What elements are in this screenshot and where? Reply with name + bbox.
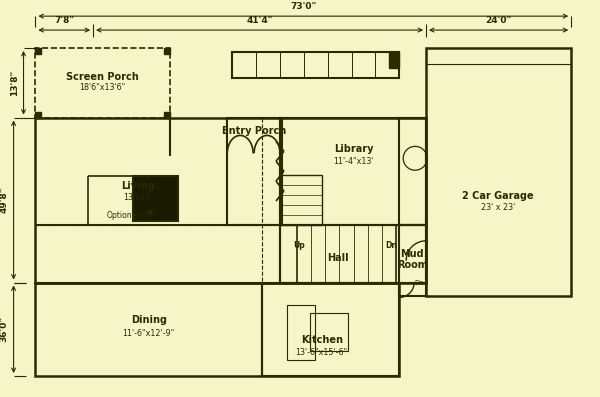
Bar: [227, 118, 282, 225]
Bar: [133, 176, 178, 221]
Bar: [164, 48, 170, 54]
Text: 18'6"x13'6": 18'6"x13'6": [79, 83, 125, 92]
Text: 73'0": 73'0": [290, 2, 316, 11]
Text: 7'8": 7'8": [54, 16, 74, 25]
Text: Entry Porch: Entry Porch: [222, 127, 286, 137]
Bar: [164, 112, 170, 118]
Bar: [280, 118, 426, 225]
Bar: [399, 225, 426, 297]
Bar: [399, 118, 426, 225]
Bar: [280, 175, 322, 225]
Bar: [35, 112, 41, 118]
Text: Up: Up: [293, 241, 305, 250]
Text: Dining: Dining: [131, 315, 167, 325]
Bar: [310, 313, 347, 351]
Text: 11'-4"x13': 11'-4"x13': [333, 157, 374, 166]
Text: 49'8": 49'8": [0, 187, 8, 213]
Text: 13'8": 13'8": [10, 69, 19, 96]
Text: 13'x19': 13'x19': [123, 193, 152, 202]
Bar: [297, 225, 396, 283]
Text: Living: Living: [121, 181, 155, 191]
Text: Mud
Room: Mud Room: [397, 249, 428, 270]
Text: Library: Library: [334, 145, 373, 154]
Text: 24'0": 24'0": [485, 16, 512, 25]
Text: 41'4": 41'4": [247, 16, 273, 25]
Bar: [426, 48, 571, 297]
Bar: [35, 283, 399, 376]
Text: 36'0": 36'0": [0, 316, 8, 342]
Text: Hall: Hall: [327, 252, 349, 263]
Bar: [35, 118, 426, 283]
Bar: [232, 52, 399, 78]
Bar: [389, 52, 399, 68]
Bar: [287, 305, 315, 360]
Text: Kitchen: Kitchen: [301, 335, 343, 345]
Text: Dn: Dn: [385, 241, 397, 250]
Text: 2 Car Garage: 2 Car Garage: [462, 191, 533, 201]
Bar: [280, 225, 426, 283]
Bar: [262, 283, 399, 376]
Text: Dn: Dn: [414, 279, 424, 285]
Bar: [35, 48, 41, 54]
Text: 23' x 23': 23' x 23': [481, 204, 515, 212]
Text: Screen Porch: Screen Porch: [65, 72, 139, 82]
Text: 13'-6"x15'-6": 13'-6"x15'-6": [296, 348, 348, 357]
Bar: [35, 48, 170, 118]
Text: Optional: Optional: [107, 212, 139, 220]
Text: 11'-6"x12'-9": 11'-6"x12'-9": [122, 329, 175, 338]
